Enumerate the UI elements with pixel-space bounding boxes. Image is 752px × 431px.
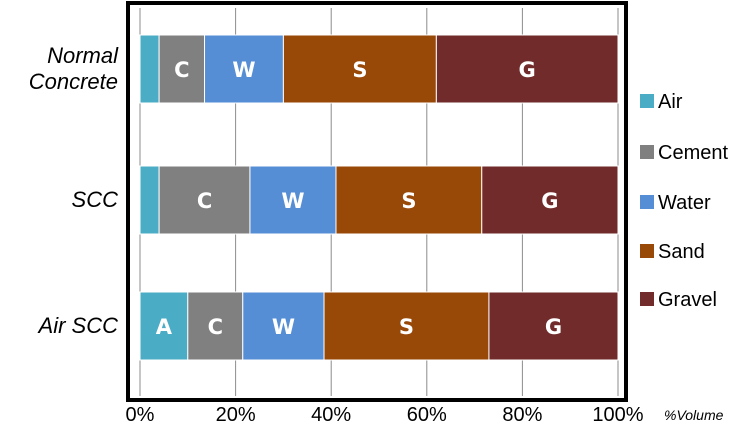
legend-label: Air [658, 91, 683, 113]
segment-label: C [208, 315, 223, 339]
legend-swatch-gravel [640, 292, 654, 306]
bar-segment-cement [158, 165, 251, 235]
segment-label: S [352, 58, 367, 82]
segment-label: G [541, 189, 558, 213]
segment-label: S [401, 189, 416, 213]
segment-label: C [197, 189, 212, 213]
segment-labels: C W S G C W S G A C W S G [156, 58, 562, 339]
segment-label: W [232, 58, 255, 82]
segment-label: G [545, 315, 562, 339]
x-tick-label: 20% [216, 404, 256, 426]
bar-segment-water [204, 34, 284, 104]
segment-label: W [281, 189, 304, 213]
legend-label: Cement [658, 142, 728, 164]
x-tick-label: 0% [126, 404, 155, 426]
category-label: Normal [47, 43, 119, 68]
bar-segment-air [139, 165, 160, 235]
bar-segment-gravel [481, 165, 619, 235]
bar-segments [139, 34, 619, 361]
bar-segment-air [139, 291, 189, 361]
bar-segment-sand [282, 34, 437, 104]
bar-segment-air [139, 34, 160, 104]
category-label: Concrete [29, 69, 118, 94]
legend-swatch-sand [640, 244, 654, 258]
legend-swatch-water [640, 195, 654, 209]
legend-label: Water [658, 192, 711, 214]
legend-swatch-cement [640, 145, 654, 159]
bar-segment-cement [187, 291, 244, 361]
segment-label: W [272, 315, 295, 339]
legend-label: Gravel [658, 289, 717, 311]
category-label: SCC [72, 187, 119, 212]
x-tick-label: 60% [407, 404, 447, 426]
plot-area-border [126, 1, 628, 402]
x-tick-labels: 0% 20% 40% 60% 80% 100% [126, 404, 644, 426]
bar-segment-water [249, 165, 337, 235]
segment-label: C [174, 58, 189, 82]
bar-segment-sand [323, 291, 490, 361]
segment-label: A [156, 315, 173, 339]
bar-segment-sand [335, 165, 483, 235]
legend-swatch-air [640, 94, 654, 108]
x-axis-title: %Volume [664, 407, 724, 423]
segment-label: S [399, 315, 414, 339]
bar-segment-water [242, 291, 325, 361]
x-tick-label: 80% [502, 404, 542, 426]
bar-segment-gravel [488, 291, 619, 361]
category-label: Air SCC [37, 313, 119, 338]
bar-segment-gravel [435, 34, 619, 104]
x-tick-label: 40% [311, 404, 351, 426]
legend-label: Sand [658, 241, 705, 263]
segment-label: G [519, 58, 536, 82]
legend: Air Cement Water Sand Gravel [640, 91, 728, 311]
x-tick-label: 100% [592, 404, 643, 426]
